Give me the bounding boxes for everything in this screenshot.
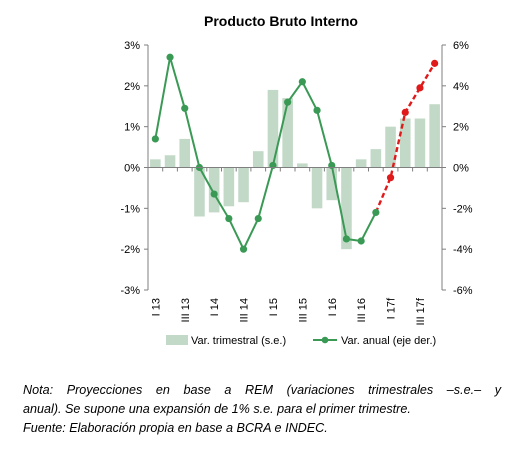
legend-line-label: Var. anual (eje der.) — [341, 335, 436, 347]
chart-note: Nota: Proyecciones en base a REM (variac… — [23, 381, 501, 438]
x-tick-label: I 16 — [327, 298, 339, 316]
right-tick-label: 0% — [453, 163, 469, 175]
point-III-17f — [416, 84, 424, 92]
x-axis: I 13 III 13 I 14 III 14 I 15 III 15 I 16 III 16… — [147, 167, 443, 326]
point-III-13 — [181, 104, 189, 112]
right-tick-label: 4% — [453, 81, 469, 93]
point-III-16 — [357, 237, 365, 245]
point-I-13 — [151, 135, 159, 143]
bar-III-13 — [179, 138, 191, 168]
left-tick-label: -3% — [120, 285, 140, 297]
bar-series — [150, 89, 440, 250]
note-source: Fuente: Elaboración propia en base a BCR… — [23, 421, 328, 435]
x-tick-label: III 15 — [297, 298, 309, 322]
right-tick-label: -2% — [453, 203, 473, 215]
right-tick-label: 2% — [453, 122, 469, 134]
line-historical — [154, 56, 377, 252]
point-I-17f — [386, 174, 395, 182]
pbi-chart: Producto Bruto Interno -3% -2% -1% 0% 1% 2% 3%… — [120, 13, 473, 347]
x-tick-label: I 17f — [386, 297, 398, 319]
left-axis: -3% -2% -1% 0% 1% 2% 3% — [120, 40, 149, 297]
bar-II-14 — [223, 167, 235, 207]
bar-III-16 — [355, 159, 367, 168]
bar-III-17f — [414, 118, 426, 168]
point-II-14 — [225, 214, 233, 223]
bar-IV-14 — [252, 151, 264, 168]
x-tick-label: III 16 — [356, 298, 368, 322]
bar-IV-15 — [311, 167, 323, 209]
bar-II-16 — [341, 167, 352, 250]
point-II-15 — [284, 98, 292, 106]
left-tick-label: 0% — [124, 163, 140, 175]
point-II-16 — [342, 235, 351, 243]
bar-III-15 — [297, 163, 308, 168]
left-tick-label: 1% — [124, 122, 140, 134]
bar-II-13 — [164, 155, 176, 168]
point-IV-16 — [372, 208, 380, 217]
point-I-14 — [210, 190, 218, 198]
left-tick-label: -1% — [120, 203, 140, 215]
right-axis: -6% -4% -2% 0% 2% 4% 6% — [441, 40, 473, 297]
bar-I-17f — [385, 126, 396, 168]
left-tick-label: 3% — [124, 40, 140, 52]
x-tick-label: I 13 — [150, 298, 162, 316]
bar-I-16 — [326, 167, 338, 201]
bar-II-15 — [282, 98, 293, 168]
x-tick-label: III 13 — [180, 298, 192, 322]
point-IV-17f — [431, 59, 439, 67]
legend-bar-swatch — [166, 335, 188, 345]
bar-IV-17f — [429, 104, 440, 168]
x-tick-label: III 17f — [415, 297, 427, 325]
right-tick-label: -6% — [453, 285, 473, 297]
bar-IV-13 — [194, 167, 205, 217]
point-III-14 — [239, 245, 248, 253]
note-line-2: anual). Se supone una expansión de 1% s.… — [23, 402, 411, 416]
bar-I-13 — [150, 159, 161, 168]
bar-I-15 — [267, 89, 279, 168]
x-tick-label: III 14 — [239, 298, 251, 322]
point-III-15 — [298, 78, 306, 86]
legend: Var. trimestral (s.e.) Var. anual (eje d… — [166, 335, 436, 347]
left-tick-label: 2% — [124, 81, 140, 93]
point-II-13 — [166, 53, 174, 61]
chart-title: Producto Bruto Interno — [204, 13, 358, 29]
point-IV-14 — [254, 214, 262, 223]
bar-I-14 — [208, 167, 220, 213]
note-line-1: Nota: Proyecciones en base a REM (variac… — [23, 383, 501, 397]
legend-line-marker — [321, 336, 329, 344]
bar-IV-16 — [370, 149, 382, 168]
point-II-17f — [401, 108, 409, 116]
left-tick-label: -2% — [120, 244, 140, 256]
right-tick-label: -4% — [453, 244, 473, 256]
x-tick-label: I 15 — [268, 298, 280, 316]
bar-II-17f — [399, 118, 411, 168]
bar-III-14 — [238, 167, 249, 203]
right-tick-label: 6% — [453, 40, 469, 52]
legend-bar-label: Var. trimestral (s.e.) — [191, 335, 286, 347]
point-IV-15 — [313, 106, 321, 114]
x-tick-label: I 14 — [209, 298, 221, 316]
